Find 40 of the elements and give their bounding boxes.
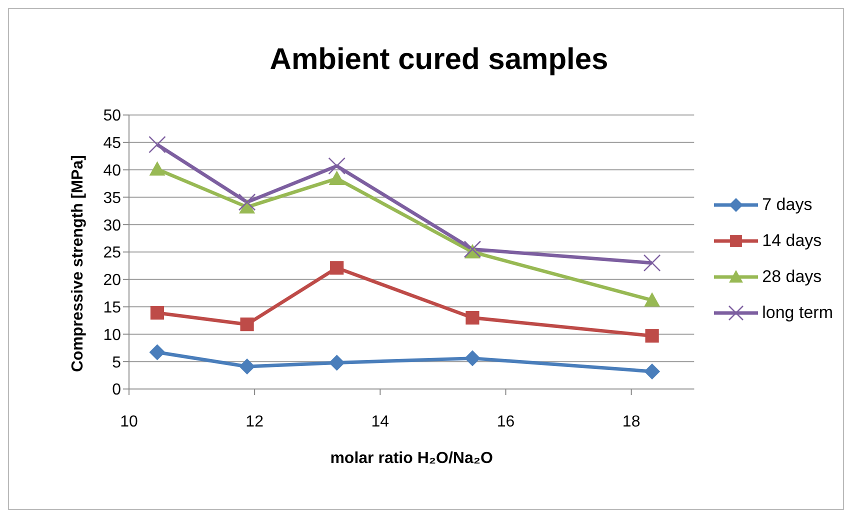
legend-label: long term (762, 303, 833, 323)
point (328, 170, 345, 185)
y-tick-label: 50 (103, 108, 122, 125)
y-tick-label: 35 (103, 190, 122, 207)
x-tick-label: 14 (371, 413, 390, 430)
x-tick-label: 12 (246, 413, 264, 430)
point (643, 254, 661, 272)
y-tick-label: 5 (112, 354, 122, 372)
y-tick-label: 25 (103, 244, 122, 262)
legend-label: 7 days (762, 195, 812, 215)
point (238, 193, 256, 211)
point (464, 240, 482, 258)
point (240, 318, 254, 332)
legend-label: 14 days (762, 231, 822, 251)
y-axis-title: Compressive strength [MPa] (70, 155, 87, 372)
x-axis-title: molar ratio H₂O/Na₂O (330, 450, 493, 467)
x-tick-label: 16 (496, 413, 515, 430)
chart-title: Ambient cured samples (268, 43, 610, 77)
y-tick-label: 45 (103, 135, 122, 152)
y-tick-label: 30 (103, 217, 122, 234)
point (149, 161, 166, 176)
point (148, 136, 166, 154)
point (150, 306, 164, 320)
point (330, 261, 344, 275)
y-tick-label: 10 (103, 326, 122, 344)
point (644, 363, 660, 380)
y-tick-label: 20 (103, 272, 122, 290)
point (328, 157, 346, 175)
x-tick-label: 18 (622, 413, 640, 430)
y-tick-label: 15 (103, 299, 122, 316)
point (239, 358, 256, 375)
y-tick-label: 0 (112, 382, 122, 399)
point (644, 292, 660, 307)
point (466, 310, 480, 325)
point (464, 350, 480, 366)
point (149, 344, 166, 360)
y-tick-label: 40 (103, 162, 122, 180)
legend-label: 28 days (762, 267, 822, 287)
point (645, 329, 659, 343)
point (328, 354, 345, 371)
